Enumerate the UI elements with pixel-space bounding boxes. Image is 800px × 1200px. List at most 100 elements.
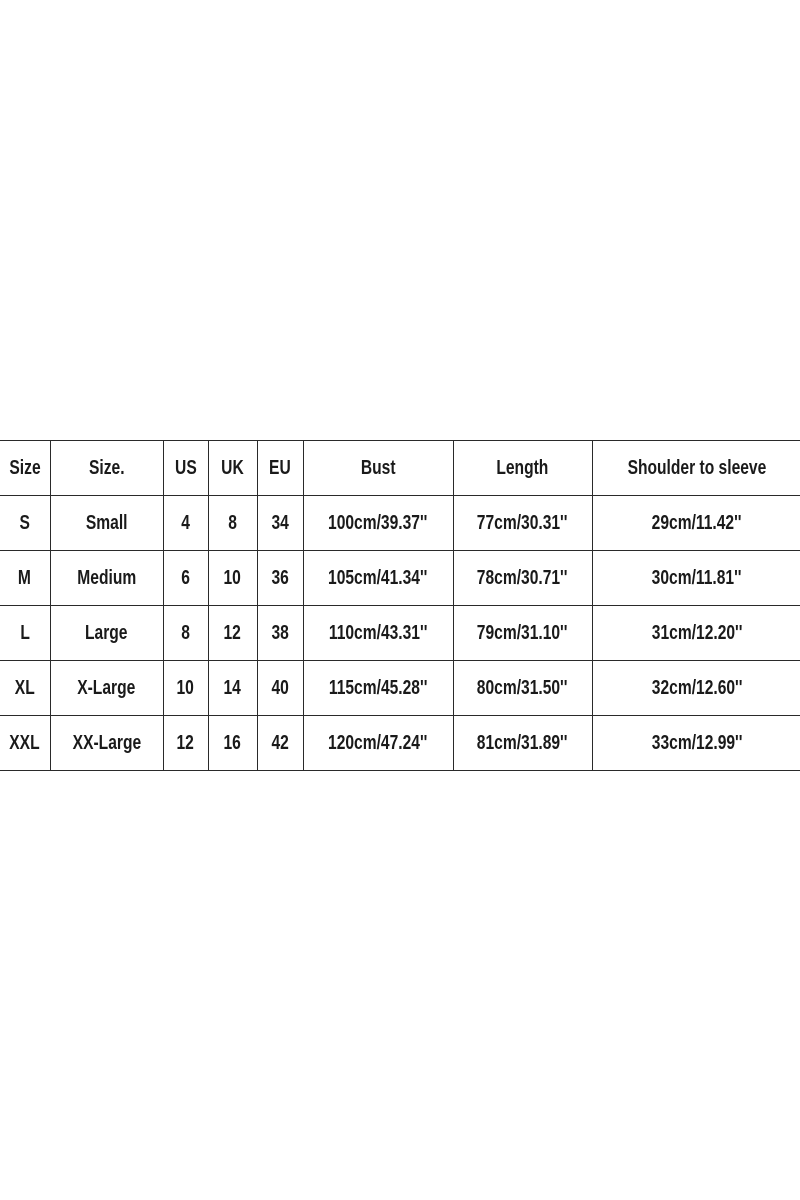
size-chart-table: Size Size. US UK EU Bust Length Shoulder to sle… xyxy=(0,440,800,771)
table-cell: 115cm/45.28'' xyxy=(302,660,454,716)
cell-text: 81cm/31.89'' xyxy=(477,731,568,754)
cell-text: Size xyxy=(9,456,41,479)
cell-text: US xyxy=(174,456,197,479)
cell-text: 29cm/11.42'' xyxy=(651,511,742,534)
table-cell: XX-Large xyxy=(49,715,164,771)
cell-text: Size. xyxy=(88,456,125,479)
cell-text: 31cm/12.20'' xyxy=(651,621,743,644)
table-row: XXL XX-Large 12 16 42 120cm/47.24'' 81cm/31.89… xyxy=(0,715,800,771)
table-cell: 80cm/31.50'' xyxy=(452,660,593,716)
cell-text: XXL xyxy=(9,731,40,754)
cell-text: 14 xyxy=(223,676,242,699)
table-cell: 120cm/47.24'' xyxy=(302,715,454,771)
table-cell: 105cm/41.34'' xyxy=(302,550,454,606)
table-cell: 42 xyxy=(256,715,304,771)
table-cell: 79cm/31.10'' xyxy=(452,605,593,661)
cell-text: Shoulder to sleeve xyxy=(627,456,767,479)
table-cell: X-Large xyxy=(49,660,164,716)
header-cell: US xyxy=(162,440,209,496)
table-cell: 8 xyxy=(162,605,209,661)
cell-text: 8 xyxy=(228,511,237,534)
header-cell: Length xyxy=(452,440,593,496)
cell-text: 4 xyxy=(181,511,190,534)
cell-text: 42 xyxy=(271,731,289,754)
cell-text: Medium xyxy=(77,566,136,589)
table-cell: 4 xyxy=(162,495,209,551)
header-cell: UK xyxy=(207,440,258,496)
table-cell: 33cm/12.99'' xyxy=(591,715,800,771)
table-row: L Large 8 12 38 110cm/43.31'' 79cm/31.10'' 31cm… xyxy=(0,605,800,661)
table-cell: 78cm/30.71'' xyxy=(452,550,593,606)
table-cell: 32cm/12.60'' xyxy=(591,660,800,716)
table-cell: 34 xyxy=(256,495,304,551)
cell-text: 10 xyxy=(223,566,242,589)
cell-text: Length xyxy=(496,456,549,479)
table-row: XL X-Large 10 14 40 115cm/45.28'' 80cm/31.50''… xyxy=(0,660,800,716)
cell-text: 30cm/11.81'' xyxy=(651,566,742,589)
table-cell: 16 xyxy=(207,715,258,771)
table-cell: 12 xyxy=(207,605,258,661)
header-cell: Bust xyxy=(302,440,454,496)
table-cell: Large xyxy=(49,605,164,661)
table-cell: 100cm/39.37'' xyxy=(302,495,454,551)
cell-text: 115cm/45.28'' xyxy=(328,676,428,699)
table-cell: 30cm/11.81'' xyxy=(591,550,800,606)
cell-text: 105cm/41.34'' xyxy=(328,566,428,589)
table-cell: XL xyxy=(0,660,51,716)
cell-text: 79cm/31.10'' xyxy=(477,621,568,644)
cell-text: EU xyxy=(269,456,291,479)
header-cell: Size. xyxy=(49,440,164,496)
table-cell: 10 xyxy=(162,660,209,716)
cell-text: Small xyxy=(85,511,128,534)
cell-text: 100cm/39.37'' xyxy=(328,511,428,534)
table-cell: 12 xyxy=(162,715,209,771)
table-cell: 40 xyxy=(256,660,304,716)
header-cell: Shoulder to sleeve xyxy=(591,440,800,496)
table-cell: 36 xyxy=(256,550,304,606)
cell-text: 12 xyxy=(176,731,195,754)
table-cell: 10 xyxy=(207,550,258,606)
cell-text: 10 xyxy=(176,676,195,699)
table-cell: S xyxy=(0,495,51,551)
table-cell: XXL xyxy=(0,715,51,771)
table-cell: 81cm/31.89'' xyxy=(452,715,593,771)
cell-text: 32cm/12.60'' xyxy=(651,676,743,699)
cell-text: 8 xyxy=(181,621,190,644)
table-cell: Small xyxy=(49,495,164,551)
cell-text: 16 xyxy=(223,731,242,754)
table-row: M Medium 6 10 36 105cm/41.34'' 78cm/30.71'' 30c… xyxy=(0,550,800,606)
table-cell: 6 xyxy=(162,550,209,606)
table-cell: 77cm/30.31'' xyxy=(452,495,593,551)
table-row: S Small 4 8 34 100cm/39.37'' 77cm/30.31'' 29cm/… xyxy=(0,495,800,551)
header-row: Size Size. US UK EU Bust Length Shoulder to sle… xyxy=(0,440,800,496)
cell-text: XL xyxy=(14,676,35,699)
header-cell: Size xyxy=(0,440,51,496)
table-cell: 38 xyxy=(256,605,304,661)
cell-text: 78cm/30.71'' xyxy=(477,566,568,589)
cell-text: M xyxy=(18,566,32,589)
cell-text: 6 xyxy=(181,566,190,589)
cell-text: 120cm/47.24'' xyxy=(328,731,428,754)
cell-text: XX-Large xyxy=(72,731,141,754)
table-cell: M xyxy=(0,550,51,606)
cell-text: 12 xyxy=(223,621,242,644)
cell-text: Large xyxy=(85,621,128,644)
cell-text: 36 xyxy=(271,566,289,589)
cell-text: Bust xyxy=(360,456,396,479)
cell-text: 77cm/30.31'' xyxy=(477,511,568,534)
cell-text: 33cm/12.99'' xyxy=(651,731,743,754)
cell-text: 34 xyxy=(271,511,289,534)
cell-text: UK xyxy=(221,456,244,479)
table-cell: L xyxy=(0,605,51,661)
cell-text: 40 xyxy=(271,676,289,699)
cell-text: 38 xyxy=(271,621,289,644)
cell-text: L xyxy=(19,621,30,644)
table-cell: 8 xyxy=(207,495,258,551)
table-cell: 14 xyxy=(207,660,258,716)
cell-text: 80cm/31.50'' xyxy=(477,676,568,699)
table-cell: 29cm/11.42'' xyxy=(591,495,800,551)
cell-text: S xyxy=(19,511,30,534)
header-cell: EU xyxy=(256,440,304,496)
table-cell: 31cm/12.20'' xyxy=(591,605,800,661)
cell-text: 110cm/43.31'' xyxy=(328,621,428,644)
